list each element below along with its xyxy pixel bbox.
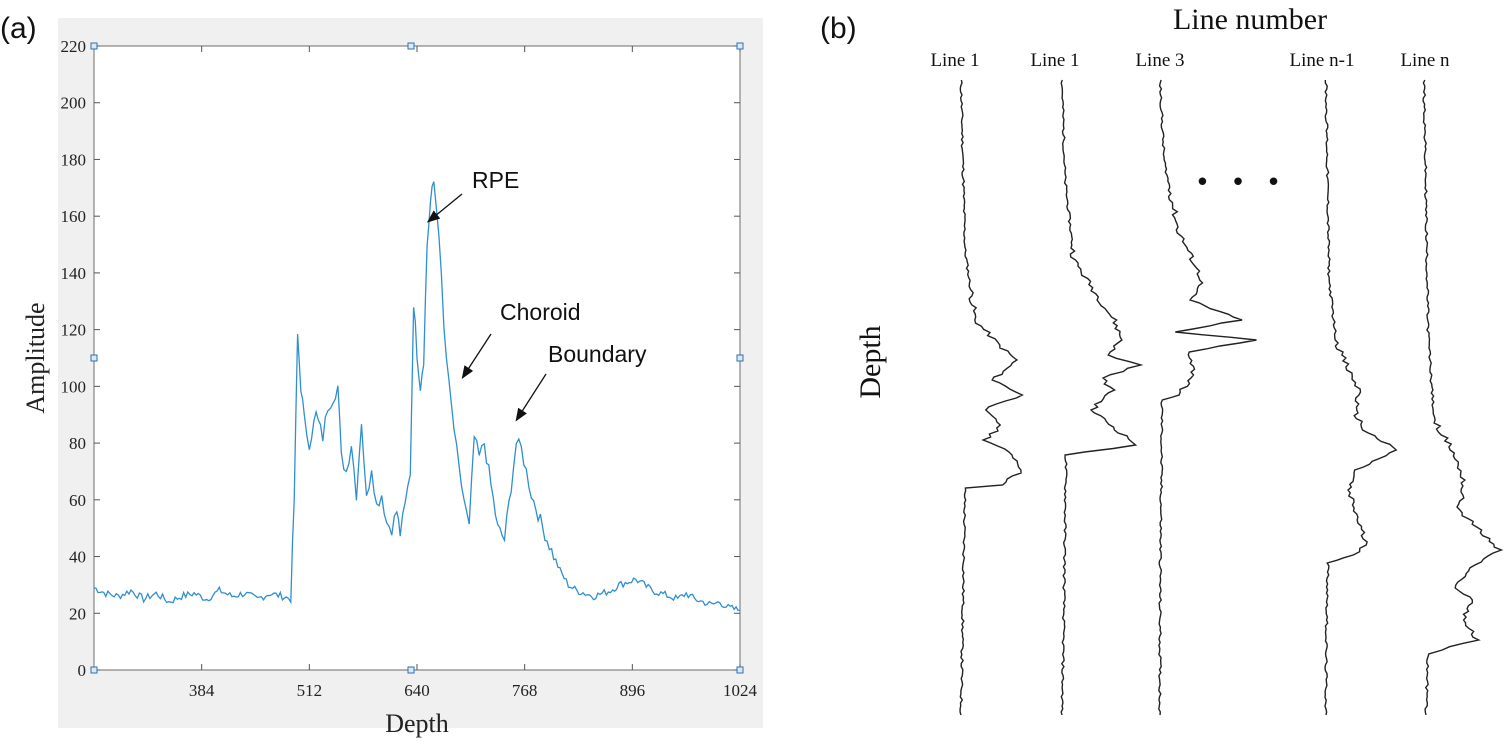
selection-handle[interactable] xyxy=(736,666,744,674)
y-tick-label: 80 xyxy=(69,434,86,453)
x-axis-title: Depth xyxy=(385,709,449,738)
line-label: Line 3 xyxy=(1135,50,1184,71)
selection-handle[interactable] xyxy=(90,42,98,50)
x-tick-label: 1024 xyxy=(723,681,758,700)
annotation-label: RPE xyxy=(472,167,519,193)
y-tick-label: 120 xyxy=(61,321,87,340)
x-tick-label: 768 xyxy=(512,681,538,700)
y-tick-label: 220 xyxy=(61,37,87,56)
x-tick-label: 896 xyxy=(620,681,646,700)
selection-handle[interactable] xyxy=(407,666,415,674)
y-tick-label: 60 xyxy=(69,491,86,510)
annotations: RPE Choroid Boundary xyxy=(426,167,647,422)
line-traces xyxy=(959,79,1504,716)
annotation-arrow xyxy=(515,373,547,422)
amplitude-series-line xyxy=(93,181,740,612)
depth-trace-line-1 xyxy=(959,79,1024,716)
panel-a-label: (a) xyxy=(0,12,37,45)
depth-trace-line-5 xyxy=(1422,79,1504,716)
selection-handle[interactable] xyxy=(90,666,98,674)
panel-b-label: (b) xyxy=(820,12,857,45)
line-labels: Line 1 Line 1 Line 3 Line n-1 Line n xyxy=(930,50,1450,71)
y-axis-ticks: 0 20 40 60 80 100 120 140 160 180 200 220 xyxy=(61,37,740,680)
annotation-arrow xyxy=(461,333,492,379)
amplitude-chart: 0 20 40 60 80 100 120 140 160 180 200 220 384 512 640… xyxy=(21,18,763,738)
line-label: Line 1 xyxy=(1030,50,1079,71)
depth-trace-line-4 xyxy=(1324,79,1398,716)
annotation-label: Choroid xyxy=(500,299,581,325)
y-tick-label: 20 xyxy=(69,604,86,623)
y-tick-label: 140 xyxy=(61,264,87,283)
line-label: Line 1 xyxy=(930,50,979,71)
line-label: Line n xyxy=(1400,50,1450,71)
annotation-label: Boundary xyxy=(548,341,647,367)
x-tick-label: 640 xyxy=(404,681,430,700)
depth-trace-line-2 xyxy=(1060,79,1144,716)
y-tick-label: 200 xyxy=(61,94,87,113)
ellipsis-dots: • • • xyxy=(1195,168,1288,198)
selection-handle[interactable] xyxy=(736,42,744,50)
selection-handle[interactable] xyxy=(407,42,415,50)
y-tick-label: 0 xyxy=(78,661,87,680)
depth-axis-title: Depth xyxy=(854,325,887,398)
line-label: Line n-1 xyxy=(1290,50,1355,71)
y-tick-label: 160 xyxy=(61,207,87,226)
selection-handles xyxy=(90,42,744,674)
y-tick-label: 40 xyxy=(69,548,86,567)
selection-handle[interactable] xyxy=(736,354,744,362)
y-axis-title: Amplitude xyxy=(21,302,50,413)
annotation-arrow xyxy=(426,193,463,223)
y-tick-label: 100 xyxy=(61,377,87,396)
x-tick-label: 384 xyxy=(189,681,215,700)
y-tick-label: 180 xyxy=(61,150,87,169)
line-number-title: Line number xyxy=(1173,3,1327,36)
selection-handle[interactable] xyxy=(90,354,98,362)
x-axis-ticks: 384 512 640 768 896 1024 xyxy=(189,46,758,700)
depth-trace-line-3 xyxy=(1158,79,1257,716)
x-tick-label: 512 xyxy=(297,681,323,700)
